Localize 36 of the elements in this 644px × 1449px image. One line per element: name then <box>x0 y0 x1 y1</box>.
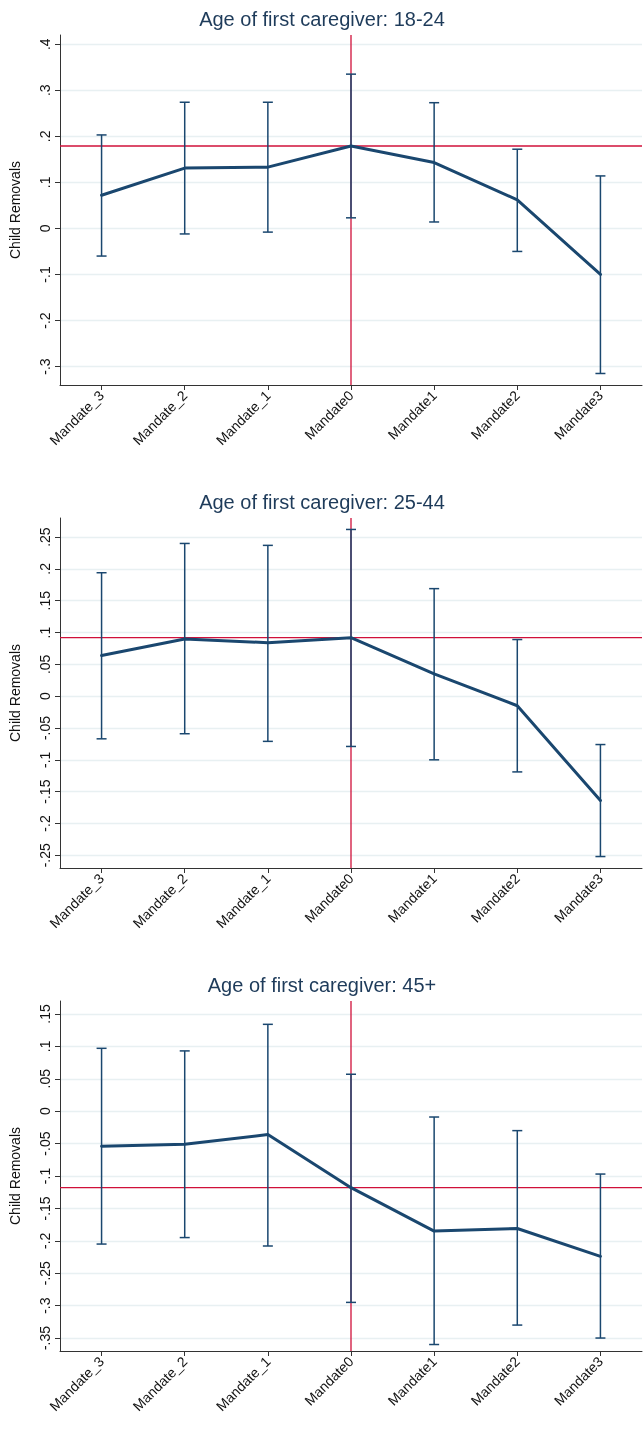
y-tick-label: .1 <box>37 176 53 189</box>
y-axis-title: Child Removals <box>7 643 23 743</box>
chart-title: Age of first caregiver: 25-44 <box>199 491 445 513</box>
y-tick-label: .1 <box>37 626 53 639</box>
y-tick-label: -.1 <box>37 266 53 283</box>
y-tick-label: .4 <box>37 38 53 51</box>
y-tick-label: 0 <box>37 224 53 233</box>
y-tick-label: 0 <box>37 1107 53 1116</box>
y-tick-label: -.15 <box>37 1196 53 1221</box>
y-tick-label: -.25 <box>37 843 53 868</box>
y-tick-label: .15 <box>37 1004 53 1024</box>
y-tick-label: -.3 <box>37 1297 53 1314</box>
y-tick-label: .2 <box>37 562 53 575</box>
chart-title: Age of first caregiver: 45+ <box>207 974 437 996</box>
y-axis-title: Child Removals <box>7 1126 23 1226</box>
y-tick-label: -.2 <box>37 312 53 329</box>
y-tick-label: -.05 <box>37 715 53 741</box>
y-tick-label: .3 <box>37 84 53 97</box>
y-tick-label: 0 <box>37 692 53 701</box>
y-tick-label: .05 <box>37 654 53 675</box>
y-tick-label: -.1 <box>37 1167 53 1185</box>
y-tick-label: -.15 <box>37 779 53 804</box>
y-tick-label: .25 <box>37 527 53 547</box>
y-tick-label: -.2 <box>37 815 53 832</box>
y-tick-label: -.05 <box>37 1131 53 1156</box>
y-tick-label: .15 <box>37 590 53 611</box>
y-tick-label: -.25 <box>37 1260 53 1286</box>
chart-title: Age of first caregiver: 18-24 <box>199 8 445 30</box>
y-tick-label: -.1 <box>37 751 53 768</box>
y-tick-label: -.35 <box>37 1325 53 1351</box>
y-tick-label: -.3 <box>37 358 53 375</box>
y-axis-title: Child Removals <box>7 160 23 260</box>
y-tick-label: -.2 <box>37 1232 53 1249</box>
y-tick-label: .1 <box>37 1040 53 1053</box>
y-tick-label: .2 <box>37 130 53 143</box>
y-tick-label: .05 <box>37 1068 53 1089</box>
